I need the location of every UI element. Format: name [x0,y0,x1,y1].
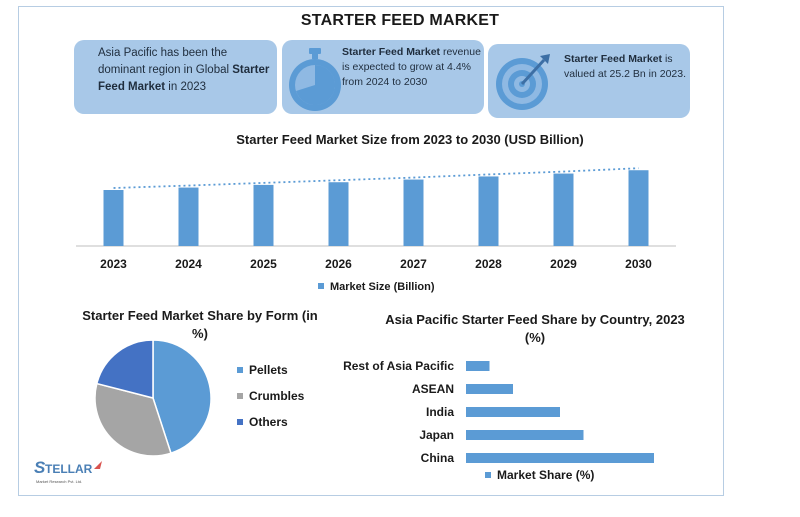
x-tick-2029: 2029 [550,257,577,271]
legend-swatch-crumbles [237,393,243,399]
card-growth-post: revenue is expected to grow at 4.4% from… [342,46,481,88]
svg-text:TELLAR: TELLAR [45,462,93,476]
insight-card-value: Starter Feed Market is valued at 25.2 Bn… [488,44,690,118]
insight-card-value-text: Starter Feed Market is valued at 25.2 Bn… [564,52,688,82]
page-title: STARTER FEED MARKET [300,12,500,29]
legend-swatch-others [237,419,243,425]
svg-text:S: S [34,458,46,477]
x-tick-2023: 2023 [100,257,127,271]
x-tick-2030: 2030 [625,257,652,271]
hbar-asean [466,384,513,394]
y-tick-japan: Japan [419,428,454,442]
hbar-china [466,453,654,463]
target-icon [494,50,554,112]
legend-label-pellets: Pellets [249,363,288,377]
pie-slice-pellets [152,339,212,455]
bar-2029 [553,173,574,246]
card-region-bold: Starter Feed Market [98,64,270,93]
legend-label-market-size: Market Size (Billion) [330,281,435,293]
bar-2023 [103,190,124,246]
hbar-japan [466,430,584,440]
card-region-pre: Asia Pacific has been the dominant regio… [98,47,233,76]
bar-2024 [178,187,199,246]
legend-label-market-share: Market Share (%) [497,468,594,482]
market-size-chart-title: Starter Feed Market Size from 2023 to 20… [236,132,584,147]
x-tick-2026: 2026 [325,257,352,271]
bar-2026 [328,182,349,246]
country-share-chart: Rest of Asia Pacific ASEAN India Japan China… [343,359,654,482]
legend-label-crumbles: Crumbles [249,389,305,403]
hbar-rest-of-asia-pacific [466,361,490,371]
pie-slice-crumbles [94,382,172,457]
bar-2027 [403,179,424,246]
svg-text:Market Research Pvt. Ltd.: Market Research Pvt. Ltd. [36,479,82,484]
stopwatch-icon [286,46,344,112]
x-tick-2028: 2028 [475,257,502,271]
insight-card-region: Asia Pacific has been the dominant regio… [74,40,277,114]
form-share-chart-title: Starter Feed Market Share by Form (in %) [82,308,318,341]
pie-slice-others [95,339,154,399]
insight-card-growth-text: Starter Feed Market revenue is expected … [342,45,482,90]
y-tick-china: China [421,451,455,465]
card-value-post: is valued at 25.2 Bn in 2023. [564,53,687,80]
bar-2030 [628,170,649,246]
y-tick-rest-of-asia-pacific: Rest of Asia Pacific [343,359,454,373]
form-share-chart: Pellets Crumbles Others [94,339,305,457]
bar-2025 [253,184,274,246]
insight-card-growth: Starter Feed Market revenue is expected … [282,40,484,114]
x-tick-2024: 2024 [175,257,202,271]
y-tick-india: India [426,405,454,419]
stellar-logo: S TELLAR Market Research Pvt. Ltd. [34,455,124,489]
hbar-india [466,407,560,417]
y-tick-asean: ASEAN [412,382,454,396]
legend-swatch-market-share [485,472,491,478]
x-tick-2025: 2025 [250,257,277,271]
legend-swatch-market-size [318,283,324,289]
card-growth-bold: Starter Feed Market [342,46,441,58]
legend-swatch-pellets [237,367,243,373]
bar-2028 [478,176,499,246]
market-size-chart: 2023 2024 2025 2026 2027 2028 2029 2030 Market S… [76,167,676,293]
card-value-bold: Starter Feed Market [564,53,663,65]
legend-label-others: Others [249,415,288,429]
infographic-frame [18,6,724,496]
x-tick-2027: 2027 [400,257,427,271]
card-region-post: in 2023 [165,81,207,93]
insight-card-region-text: Asia Pacific has been the dominant regio… [98,45,273,96]
country-share-chart-title: Asia Pacific Starter Feed Share by Count… [385,312,685,345]
